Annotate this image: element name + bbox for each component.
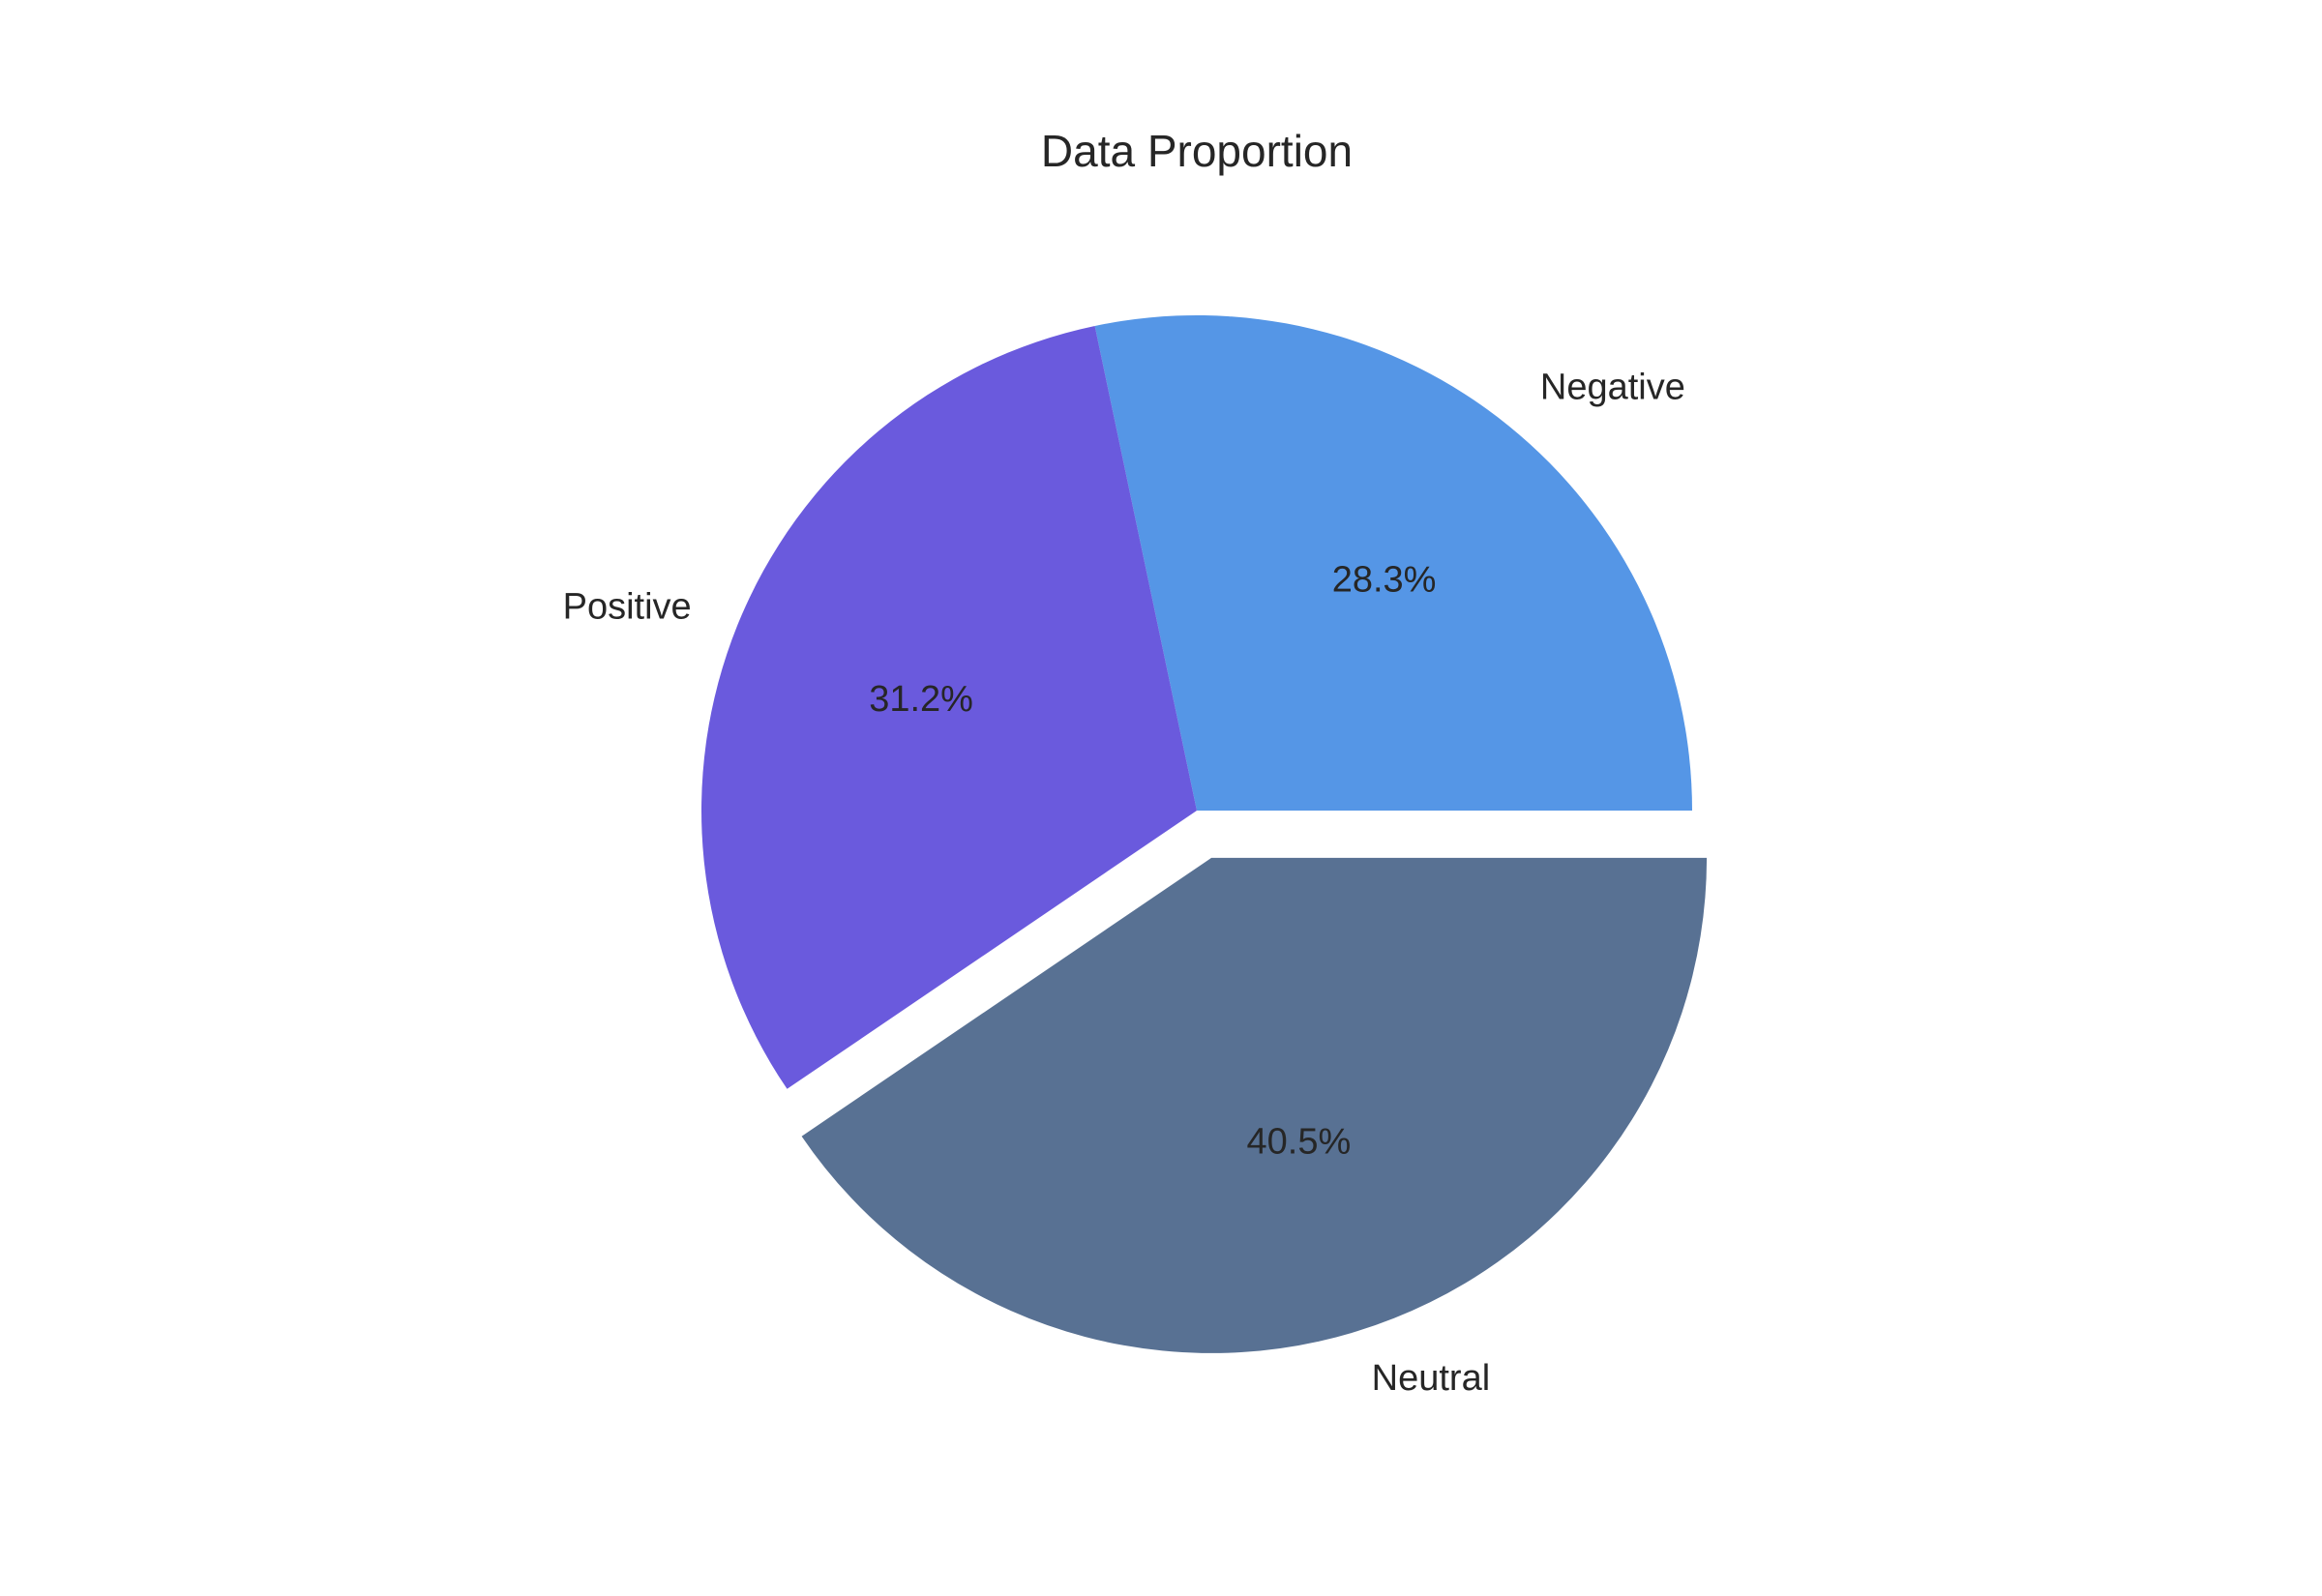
pct-label-negative: 28.3%: [1332, 559, 1437, 600]
pie-slices: [700, 314, 1708, 1353]
slice-label-negative: Negative: [1540, 368, 1685, 408]
pie-slice-neutral: [801, 857, 1708, 1353]
slice-label-neutral: Neutral: [1372, 1358, 1491, 1399]
pct-label-positive: 31.2%: [869, 679, 973, 720]
pie-slice-positive: [700, 325, 1197, 1089]
pie-slice-negative: [1094, 314, 1692, 811]
pie-labels: Negative 28.3% Positive 31.2% Neutral 40.5%: [563, 368, 1685, 1400]
pct-label-neutral: 40.5%: [1247, 1122, 1352, 1163]
slice-label-positive: Positive: [563, 586, 692, 627]
chart-title: Data Proportion: [1041, 126, 1353, 176]
